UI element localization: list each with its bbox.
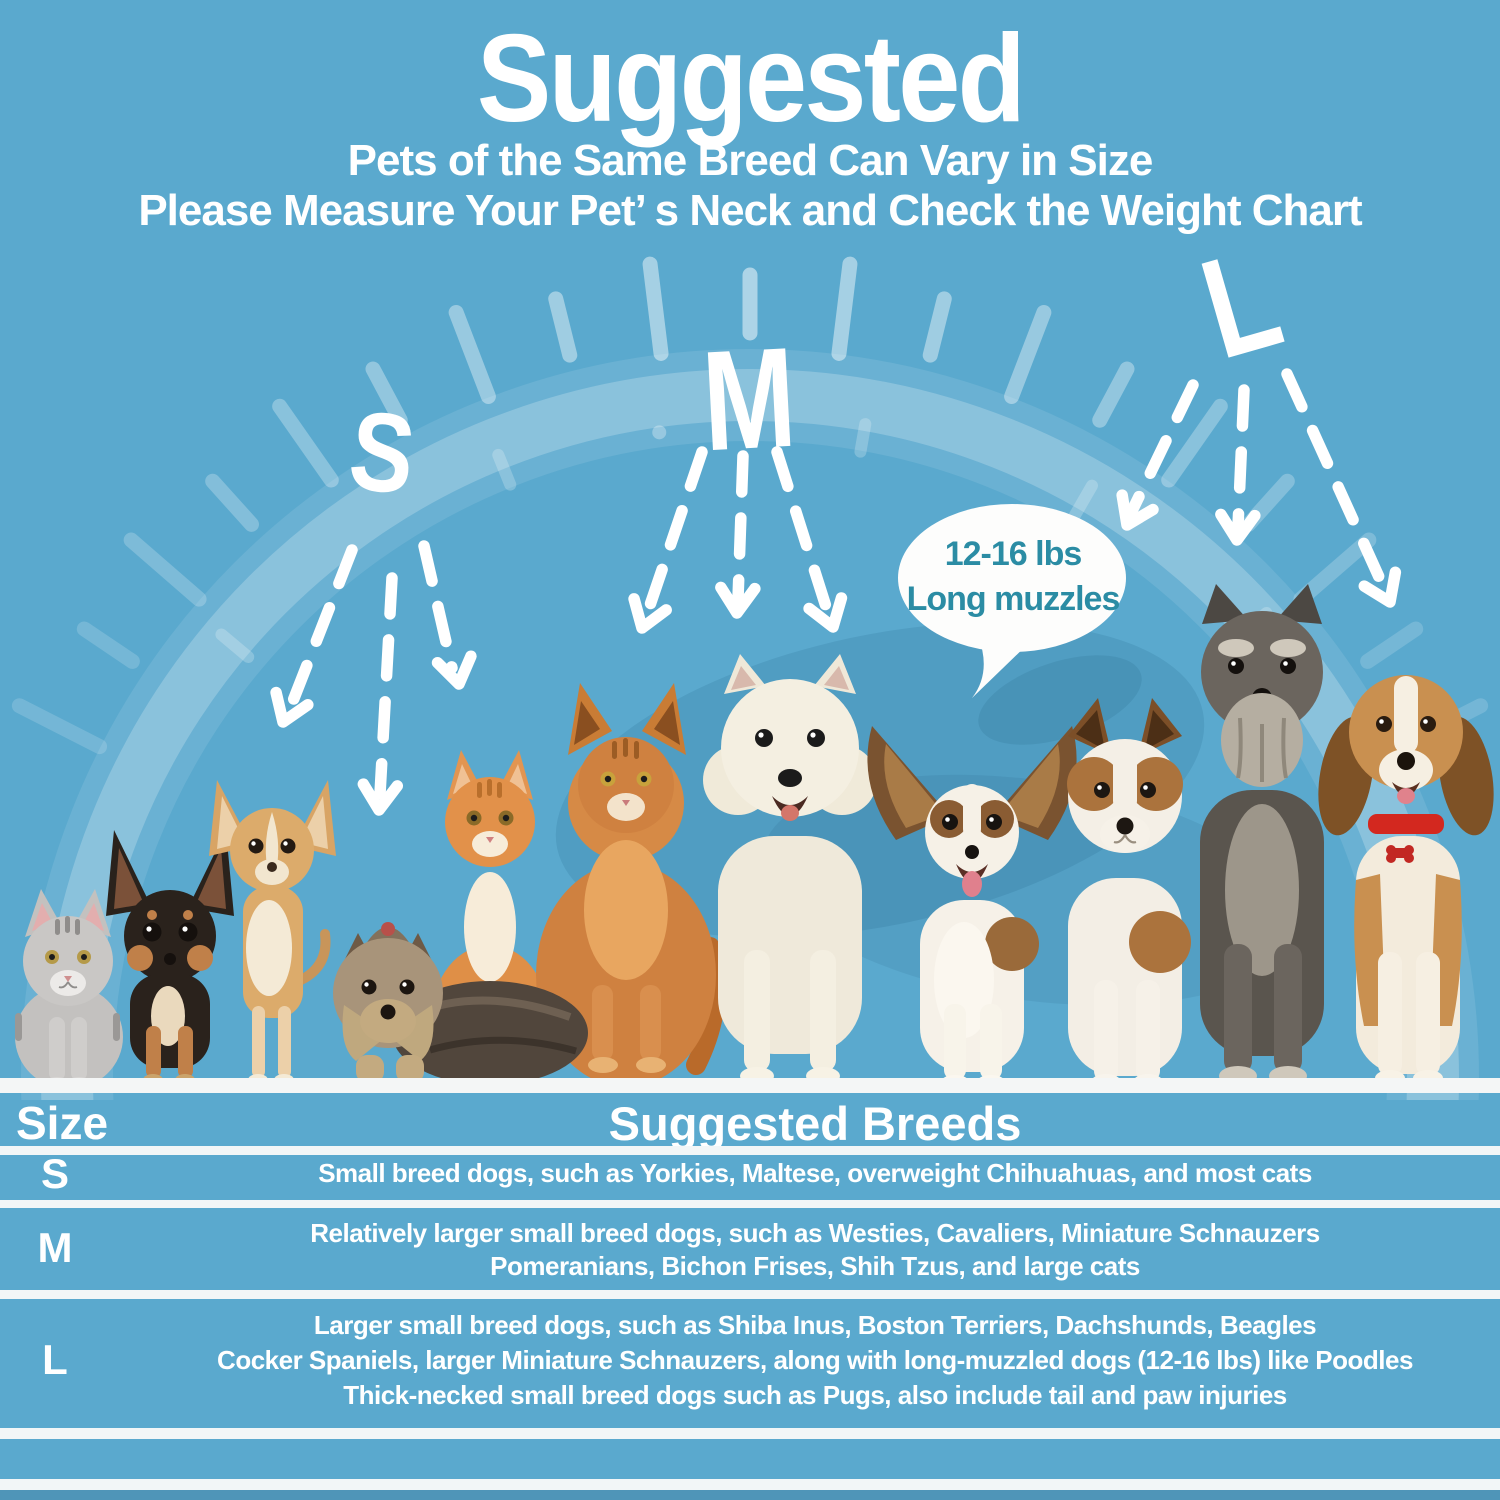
pet-photo-westie — [703, 654, 877, 1085]
arrow-l-right — [1281, 368, 1390, 594]
row-l-text-1: Larger small breed dogs, such as Shiba I… — [313, 1310, 1317, 1340]
arrow-l-middle — [1232, 384, 1250, 532]
pet-photo-tan-chihuahua — [209, 780, 336, 1086]
table-divider-3 — [0, 1290, 1500, 1299]
pet-photo-yorkshire-terrier — [333, 922, 588, 1085]
beagle-bone-tag — [1386, 845, 1414, 863]
table-divider-4 — [0, 1428, 1500, 1439]
pet-platform — [0, 1078, 1500, 1093]
pet-photo-jack-russell — [1067, 698, 1191, 1090]
arrow-m-right — [771, 446, 834, 619]
pet-photo-miniature-schnauzer — [1200, 584, 1324, 1086]
table-divider-2 — [0, 1200, 1500, 1208]
footer-strip — [0, 1490, 1500, 1500]
arrow-s-middle — [374, 572, 398, 800]
row-m-size-label: M — [37, 1224, 73, 1271]
arrow-s-right — [418, 540, 458, 674]
row-l-text-3: Thick-necked small breed dogs such as Pu… — [343, 1380, 1287, 1410]
subtitle-line-2: Please Measure Your Pet’ s Neck and Chec… — [138, 186, 1362, 235]
row-s-text: Small breed dogs, such as Yorkies, Malte… — [318, 1158, 1312, 1188]
row-m-text-1: Relatively larger small breed dogs, such… — [310, 1218, 1320, 1248]
speech-bubble — [898, 504, 1126, 698]
page-title: Suggested — [476, 10, 1026, 148]
row-l-size-label: L — [42, 1336, 68, 1383]
table-divider-1 — [0, 1146, 1500, 1155]
arrow-l-left — [1126, 379, 1199, 517]
arrow-m-middle — [732, 450, 749, 605]
bubble-line-2: Long muzzles — [906, 580, 1121, 618]
subtitle-line-1: Pets of the Same Breed Can Vary in Size — [347, 136, 1154, 185]
table-divider-5 — [0, 1479, 1500, 1490]
dial-tick-marks — [11, 256, 1489, 755]
row-m-text-2: Pomeranians, Bichon Frises, Shih Tzus, a… — [490, 1251, 1140, 1281]
pet-photo-beagle — [1318, 675, 1494, 1086]
bubble-line-1: 12-16 lbs — [944, 535, 1083, 573]
arrow-m-left — [641, 446, 708, 620]
arrow-s-left — [285, 544, 358, 712]
column-header-breeds: Suggested Breeds — [608, 1097, 1022, 1150]
size-marker-m: M — [698, 317, 800, 482]
speech-bubble-text: 12-16 lbs Long muzzles — [898, 532, 1128, 622]
row-l-text-2: Cocker Spaniels, larger Miniature Schnau… — [217, 1345, 1413, 1375]
yorkie-hair-bow — [381, 922, 395, 936]
row-s-size-label: S — [40, 1150, 69, 1197]
column-header-size: Size — [16, 1097, 109, 1149]
beagle-collar — [1368, 814, 1444, 834]
pet-photo-papillon — [867, 726, 1077, 1089]
size-arrows — [270, 368, 1402, 816]
